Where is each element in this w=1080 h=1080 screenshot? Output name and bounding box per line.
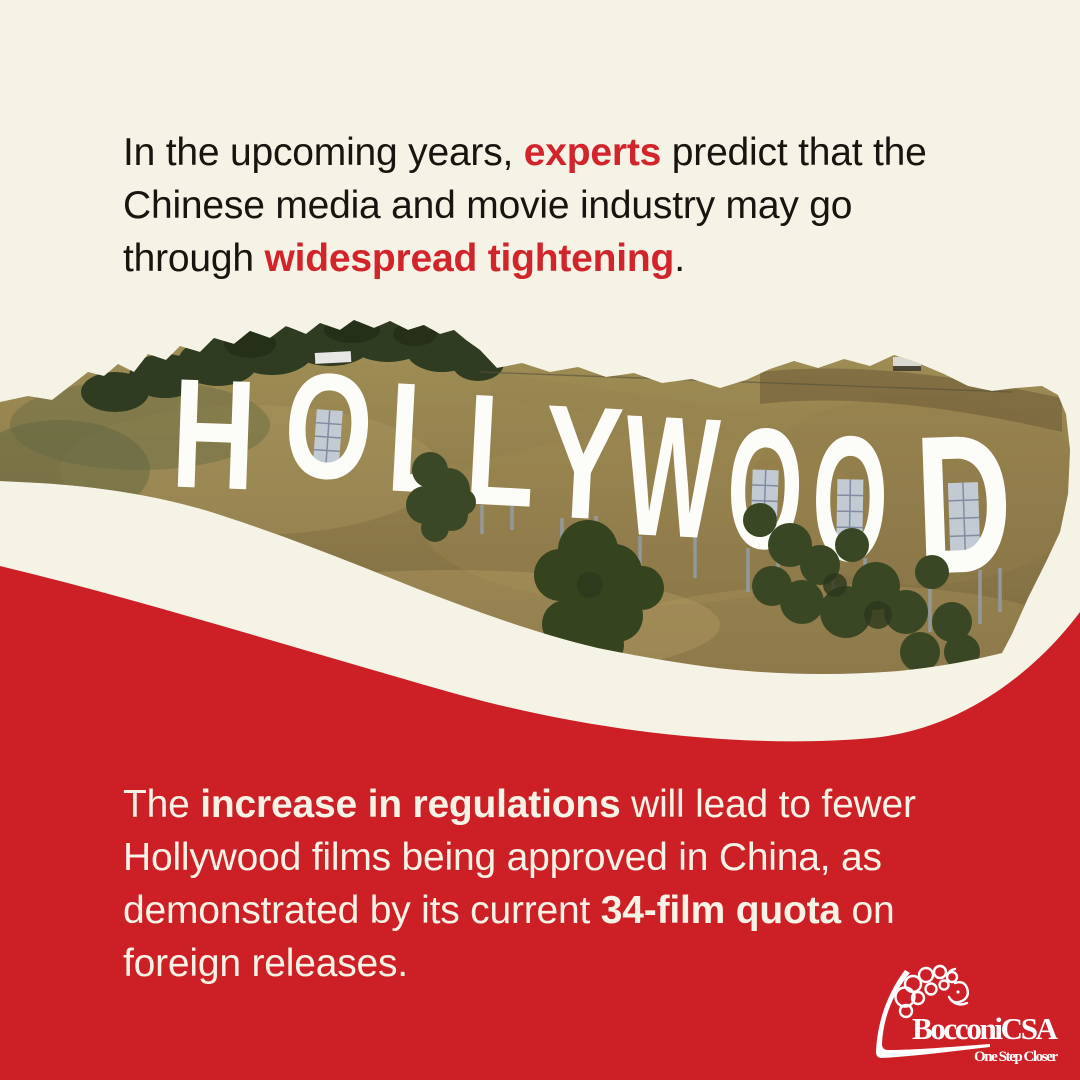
text-segment: In the upcoming years, <box>123 131 524 174</box>
bushes-left <box>406 452 476 542</box>
text-segment: . <box>674 237 685 280</box>
highlighted-text: experts <box>523 131 662 174</box>
lion-doodle-icon <box>894 964 970 1019</box>
text-segment: will lead to fewer Hollywood films being… <box>123 783 916 932</box>
text-segment: on foreign releases. <box>123 889 895 985</box>
highlighted-text: increase in regulations <box>200 783 621 826</box>
sign-letter: H <box>169 347 259 524</box>
highlighted-text: widespread tightening <box>264 237 675 280</box>
bottom-quote-text: The increase in regulations will lead to… <box>123 778 1023 990</box>
logo-tagline: One Step Closer <box>974 1049 1058 1065</box>
highlighted-text: 34-film quota <box>600 889 841 932</box>
fence-line <box>479 371 1013 393</box>
text-segment: predict that the Chinese media and movie… <box>123 131 927 280</box>
sign-letter: O <box>279 339 379 513</box>
logo-wordmark: BocconiCSA <box>912 1011 1059 1046</box>
white-tarp <box>314 351 352 364</box>
top-quote-text: In the upcoming years, experts predict t… <box>123 126 1023 285</box>
sign-letter: L <box>461 361 540 540</box>
sign-letter: W <box>619 379 723 576</box>
text-segment: The <box>123 783 201 826</box>
red-wave-section <box>0 566 1080 1080</box>
